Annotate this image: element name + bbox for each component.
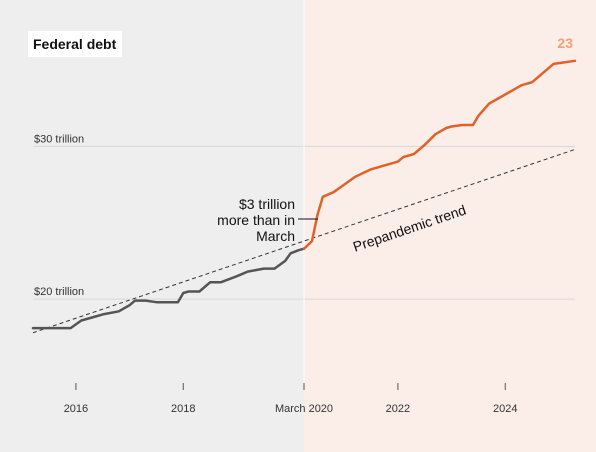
series-layer: [31, 59, 577, 330]
x-axis: 2016 2018 March 2020 2022 2024: [64, 383, 517, 415]
x-tick-label: March 2020: [275, 403, 333, 415]
trend-line: [32, 148, 576, 334]
chart-title: Federal debt: [33, 36, 117, 52]
shaded-region-0: [0, 0, 304, 452]
x-tick-label: 2016: [64, 403, 88, 415]
title-box: [28, 31, 122, 57]
y-tick-label: $20 trillion: [34, 286, 84, 298]
annotation-line-1: more than in: [217, 212, 295, 228]
x-tick-label: 2024: [493, 403, 517, 415]
series-line-pandemic: [302, 59, 577, 250]
shaded-region-1: [304, 0, 596, 452]
gridlines: $30 trillion $20 trillion: [33, 0, 575, 390]
x-tick-label: 2022: [386, 403, 410, 415]
title-group: Federal debt: [28, 31, 122, 57]
annotation-line-0: $3 trillion: [239, 196, 295, 212]
y-tick-label: $30 trillion: [34, 133, 84, 145]
annotation-line-2: March: [256, 228, 295, 244]
corner-label: 23: [557, 35, 573, 51]
series-line-prepandemic: [31, 247, 306, 330]
x-tick-label: 2018: [171, 403, 195, 415]
